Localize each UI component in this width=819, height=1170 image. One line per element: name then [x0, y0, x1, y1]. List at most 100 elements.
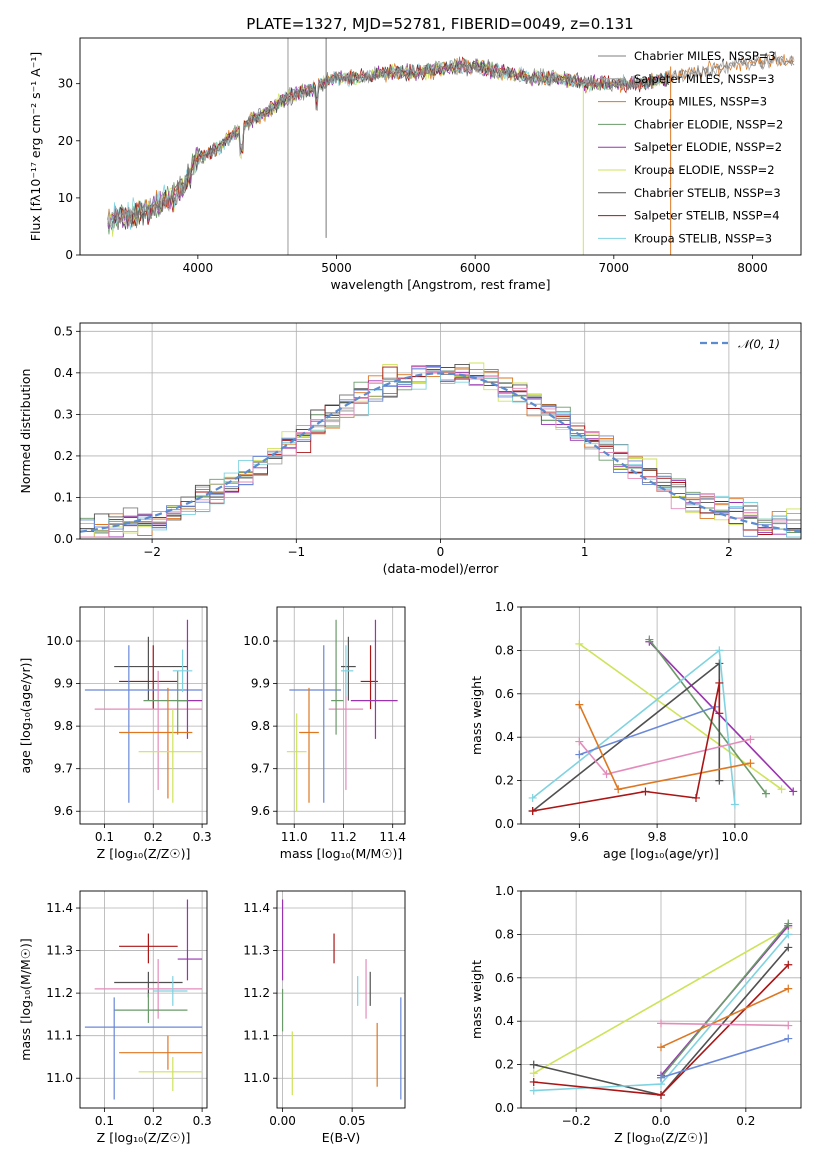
spectrum-line-salpeter_miles [107, 54, 795, 227]
y-tick-label: 10 [58, 191, 73, 205]
legend-entry: 𝒩(0, 1) [738, 337, 780, 351]
x-tick-label: 0.2 [736, 1114, 755, 1128]
x-tick-label: 0.1 [95, 830, 114, 844]
point-marker [777, 785, 786, 794]
y-tick-label: 9.7 [251, 762, 270, 776]
panel-weight_vs_Z: −0.2 0.0 0.2 0.0 0.2 0.4 0.6 0.8 1.0 Z [log₁₀(Z/Z… [469, 884, 802, 1145]
point-marker [784, 1034, 793, 1043]
y-tick-label: 11.0 [46, 1071, 73, 1085]
y-tick-label: 0.0 [54, 532, 73, 546]
point-marker [614, 785, 623, 794]
y-tick-label: 9.6 [251, 804, 270, 818]
y-tick-label: 9.9 [251, 677, 270, 691]
point-marker [575, 750, 584, 759]
legend-entry: Kroupa STELIB, NSSP=3 [634, 231, 772, 245]
histogram-kroupa_stelib [80, 370, 801, 538]
point-marker [575, 639, 584, 648]
plot-area-mass_vs_ebv [277, 891, 405, 1108]
y-axis-label: mass weight [469, 676, 484, 755]
y-tick-label: 9.8 [251, 719, 270, 733]
point-marker [715, 709, 724, 718]
y-tick-label: 0.0 [495, 817, 514, 831]
x-tick-label: 11.2 [330, 830, 357, 844]
legend-entry: Salpeter MILES, NSSP=3 [634, 72, 775, 86]
x-tick-label: 2 [725, 545, 733, 559]
plot-area-mass_vs_Z [80, 891, 207, 1108]
point-marker [784, 943, 793, 952]
x-axis-label: Z [log₁₀(Z/Z☉)] [614, 1130, 708, 1145]
y-tick-label: 11.4 [243, 901, 270, 915]
y-tick-label: 1.0 [495, 884, 514, 898]
point-marker [529, 1069, 538, 1078]
x-tick-label: 10.0 [722, 830, 749, 844]
weight-line-kroupa_stelib [532, 648, 736, 805]
panel-age_vs_Z: 0.1 0.2 0.3 9.6 9.7 9.8 9.9 10.0 Z [log₁₀(Z/Z☉)]… [18, 606, 212, 861]
y-tick-label: 10.0 [243, 634, 270, 648]
point-marker [529, 1086, 538, 1095]
point-marker [641, 787, 650, 796]
x-tick-label: 11.0 [281, 830, 308, 844]
x-tick-label: 0.0 [651, 1114, 670, 1128]
y-tick-label: 0.4 [495, 730, 514, 744]
y-tick-label: 0.4 [54, 366, 73, 380]
y-tick-label: 0.1 [54, 490, 73, 504]
x-tick-label: 0.00 [269, 1114, 296, 1128]
y-tick-label: 0.5 [54, 324, 73, 338]
x-tick-label: 6000 [460, 261, 491, 275]
x-tick-label: 0.2 [144, 830, 163, 844]
point-marker [529, 1060, 538, 1069]
point-marker [715, 646, 724, 655]
y-tick-label: 30 [58, 77, 73, 91]
point-marker [784, 930, 793, 939]
weight-line-chabrier_elodie [660, 922, 789, 1079]
y-tick-label: 0.8 [495, 643, 514, 657]
x-tick-label: 1 [581, 545, 589, 559]
y-tick-label: 0 [65, 248, 73, 262]
legend-entry: Kroupa ELODIE, NSSP=2 [634, 163, 775, 177]
plot-area-weight_vs_Z [521, 891, 801, 1108]
y-tick-label: 11.4 [46, 901, 73, 915]
point-marker [746, 759, 755, 768]
panel-spectrum: 4000 5000 6000 7000 8000 0 10 20 30 wavelength [A… [28, 37, 802, 292]
histogram-pink [80, 366, 801, 538]
y-tick-label: 0.2 [495, 774, 514, 788]
spectrum-line-chabrier_miles [107, 51, 795, 231]
weight-line-kroupa_miles [578, 704, 751, 791]
y-tick-label: 20 [58, 134, 73, 148]
x-tick-label: 0.05 [339, 1114, 366, 1128]
panel-weight_vs_age: 9.6 9.8 10.0 0.0 0.2 0.4 0.6 0.8 1.0 age [log₁₀(a… [469, 600, 802, 861]
x-tick-label: −0.2 [562, 1114, 591, 1128]
x-tick-label: 4000 [183, 261, 214, 275]
y-tick-label: 0.8 [495, 927, 514, 941]
y-tick-label: 9.7 [54, 762, 73, 776]
weight-line-kroupa_elodie [578, 643, 783, 790]
y-axis-label: Normed distribution [18, 369, 33, 494]
y-tick-label: 11.3 [243, 944, 270, 958]
point-marker [657, 1090, 665, 1099]
x-axis-label: wavelength [Angstrom, rest frame] [330, 277, 550, 292]
x-tick-label: 7000 [599, 261, 630, 275]
point-marker [715, 659, 724, 668]
weight-line-blue [660, 1037, 789, 1079]
legend-entry: Chabrier MILES, NSSP=3 [634, 49, 776, 63]
x-tick-label: 0.3 [193, 830, 212, 844]
x-tick-label: 11.4 [379, 830, 406, 844]
y-tick-label: 9.8 [54, 719, 73, 733]
y-axis-label: mass weight [469, 960, 484, 1039]
point-marker [715, 678, 724, 687]
x-axis-label: age [log₁₀(age/yr)] [603, 846, 719, 861]
y-tick-label: 11.2 [46, 986, 73, 1000]
axes-frame [79, 890, 208, 1109]
point-marker [746, 735, 755, 744]
y-tick-label: 0.2 [54, 449, 73, 463]
y-tick-label: 9.9 [54, 677, 73, 691]
x-tick-label: 0.3 [193, 1114, 212, 1128]
axes-frame [276, 890, 406, 1109]
y-tick-label: 0.6 [495, 971, 514, 985]
x-tick-label: −2 [143, 545, 161, 559]
axes-frame [79, 37, 802, 256]
point-marker [715, 776, 724, 785]
panel-residuals: −2 −1 0 1 2 0.0 0.1 0.2 0.3 0.4 0.5 (data-model)/er… [18, 322, 802, 576]
axes-frame [520, 890, 802, 1109]
legend-entry: Chabrier ELODIE, NSSP=2 [634, 117, 783, 131]
